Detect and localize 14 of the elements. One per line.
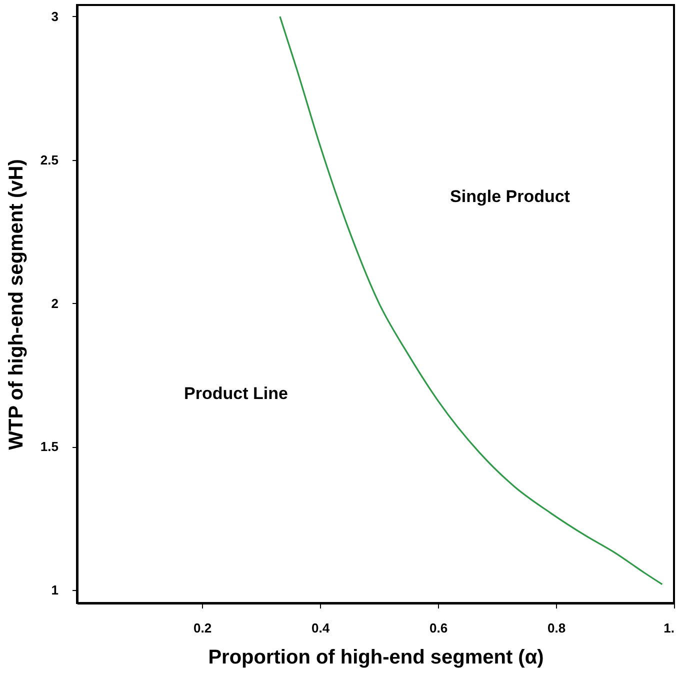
y-tick-label: 2.5 [40, 152, 58, 168]
annotation: Single Product [450, 187, 570, 206]
x-axis-title: Proportion of high-end segment (α) [208, 646, 544, 668]
x-tick-label: 1. [664, 620, 674, 636]
y-axis-title: WTP of high-end segment (vH) [5, 159, 28, 450]
y-tick-label: 1.5 [40, 439, 58, 454]
y-tick-label: 2 [51, 296, 58, 311]
x-tick-label: 0.2 [194, 620, 212, 636]
x-tick-label: 0.4 [312, 620, 330, 636]
annotation: Product Line [184, 384, 288, 403]
y-tick-label: 1 [51, 582, 58, 598]
y-tick-label: 3 [51, 8, 58, 24]
x-tick-label: 0.8 [547, 620, 566, 636]
x-tick-label: 0.6 [429, 620, 448, 636]
